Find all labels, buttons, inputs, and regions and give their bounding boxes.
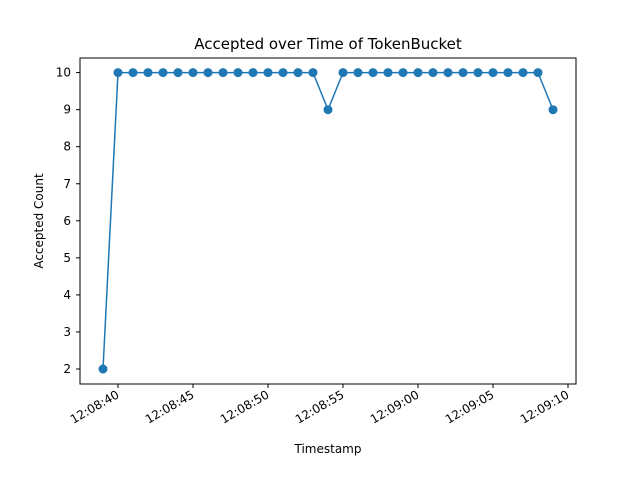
- data-point: [443, 68, 453, 78]
- x-tick-label: 12:08:45: [143, 387, 197, 426]
- x-axis-label: Timestamp: [294, 442, 362, 456]
- data-point: [143, 68, 153, 78]
- x-tick-label: 12:09:00: [368, 387, 422, 426]
- data-point: [218, 68, 228, 78]
- series-line: [102, 71, 554, 370]
- data-point: [113, 68, 123, 78]
- x-tick-label: 12:09:05: [443, 387, 497, 426]
- y-tick-label: 9: [63, 103, 71, 117]
- chart-title: Accepted over Time of TokenBucket: [194, 35, 462, 53]
- data-point: [473, 68, 483, 78]
- y-tick-label: 3: [63, 325, 71, 339]
- data-point: [158, 68, 168, 78]
- x-tick-label: 12:08:40: [68, 387, 122, 426]
- data-point: [308, 68, 318, 78]
- y-axis-label: Accepted Count: [32, 173, 46, 269]
- data-point: [503, 68, 513, 78]
- data-point: [533, 68, 543, 78]
- data-point: [233, 68, 243, 78]
- data-point: [518, 68, 528, 78]
- data-point: [98, 364, 108, 374]
- data-point: [248, 68, 258, 78]
- y-tick-label: 6: [63, 214, 71, 228]
- data-point: [458, 68, 468, 78]
- data-point: [488, 68, 498, 78]
- y-tick-label: 7: [63, 177, 71, 191]
- data-point: [173, 68, 183, 78]
- data-point: [128, 68, 138, 78]
- x-axis: 12:08:40 12:08:45 12:08:50 12:08:55 12:09:00…: [68, 384, 572, 427]
- y-tick-label: 2: [63, 362, 71, 376]
- data-point: [368, 68, 378, 78]
- data-point: [548, 105, 558, 115]
- series-markers: [98, 68, 558, 374]
- data-point: [263, 68, 273, 78]
- y-tick-label: 8: [63, 140, 71, 154]
- data-point: [353, 68, 363, 78]
- y-axis: 2 3 4 5 6 7 8 9 10: [56, 66, 80, 376]
- x-tick-label: 12:08:55: [293, 387, 347, 426]
- data-point: [278, 68, 288, 78]
- data-point: [398, 68, 408, 78]
- x-tick-label: 12:08:50: [218, 387, 272, 426]
- y-tick-label: 10: [56, 66, 71, 80]
- y-tick-label: 4: [63, 288, 71, 302]
- data-point: [428, 68, 438, 78]
- data-point: [188, 68, 198, 78]
- data-point: [323, 105, 333, 115]
- data-point: [203, 68, 213, 78]
- y-tick-label: 5: [63, 251, 71, 265]
- data-point: [383, 68, 393, 78]
- x-tick-label: 12:09:10: [518, 387, 572, 426]
- data-point: [293, 68, 303, 78]
- data-point: [413, 68, 423, 78]
- data-point: [338, 68, 348, 78]
